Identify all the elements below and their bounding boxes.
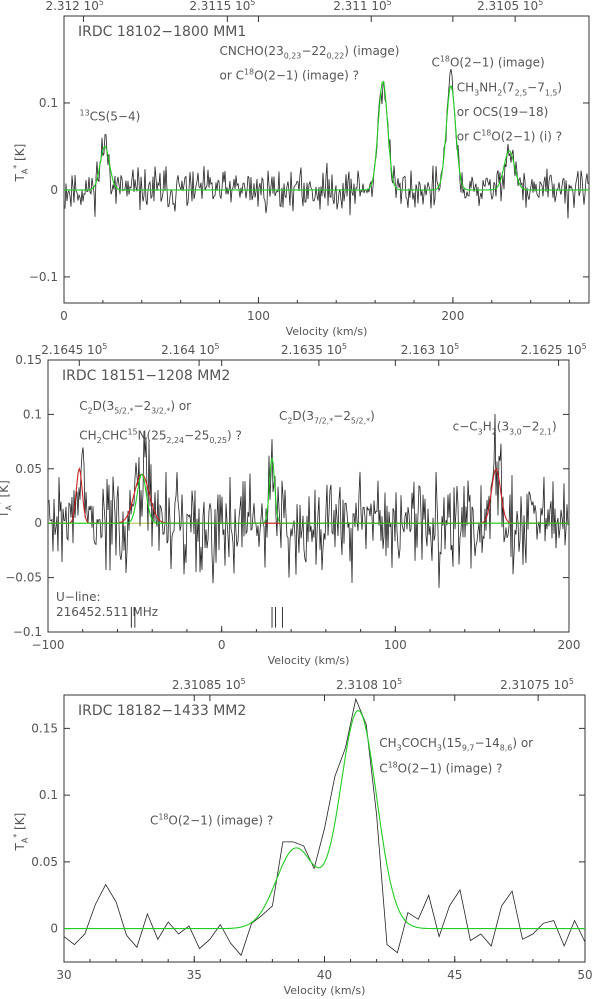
y-tick-label: 0 — [50, 183, 58, 197]
y-tick-label: 0.1 — [39, 788, 58, 802]
line-annotation: 13CS(5−4) — [80, 108, 141, 123]
line-annotation: C2D(37/2,*−25/2,*) — [279, 409, 375, 426]
spectrum-line — [63, 697, 586, 957]
x-tick-label: 40 — [317, 968, 332, 982]
line-annotation: CNCHO(230,23−220,22) (image) — [220, 44, 400, 61]
spectrum-line — [48, 413, 569, 588]
line-annotation: CH3COCH3(159,7−148,6) or — [379, 736, 533, 753]
y-tick-label: 0.05 — [15, 462, 42, 476]
y-tick-label: 0 — [50, 922, 58, 936]
line-annotation: or C18O(2−1) (image) ? — [220, 67, 359, 82]
line-annotation: CH2CHC15N(252,24−250,25) ? — [79, 427, 242, 445]
freq-tick-label: 2.3115 105 — [189, 0, 255, 13]
freq-tick-label: 2.312 105 — [45, 0, 103, 13]
freq-tick-label: 2.31085 105 — [172, 677, 246, 692]
line-annotation: C18O(2−1) (image) ? — [150, 812, 273, 827]
spectrum-line — [64, 68, 589, 219]
x-tick-label: 50 — [577, 968, 592, 982]
y-tick-label: −0.05 — [5, 571, 42, 585]
plot-frame — [47, 359, 570, 633]
x-axis-label: Velocity (km/s) — [284, 984, 366, 997]
u-line-label: U−line: — [56, 590, 101, 604]
y-tick-label: 0.1 — [23, 407, 42, 421]
freq-tick-label: 2.163 105 — [401, 342, 459, 357]
x-tick-label: 30 — [56, 968, 71, 982]
line-annotation: or OCS(19−18) — [457, 105, 549, 119]
spectrum-panel-3: 30 35 40 45 50 0 0.05 0.1 0.15 2.31085 105 2.3108 … — [12, 677, 593, 997]
panel-title: IRDC 18151−1208 MM2 — [62, 368, 230, 384]
freq-tick-label: 2.1635 105 — [281, 342, 347, 357]
x-tick-label: −100 — [32, 638, 65, 652]
panel-title: IRDC 18182−1433 MM2 — [78, 703, 246, 719]
y-tick-label: 0 — [34, 516, 42, 530]
spectrum-panel-1: 0 100 200 −0.1 0 0.1 2.312 105 2.3115 105 2.311 … — [12, 0, 590, 338]
y-tick-label: 0.1 — [39, 96, 58, 110]
fit-line — [64, 80, 589, 191]
x-tick-label: 100 — [247, 309, 270, 323]
line-annotation: C18O(2−1) (image) — [432, 54, 545, 69]
u-line-frequency: 216452.511 MHz — [56, 605, 158, 619]
x-tick-label: 0 — [60, 309, 68, 323]
x-tick-label: 100 — [384, 638, 407, 652]
y-tick-label: 0.15 — [31, 721, 58, 735]
line-annotation: CH3NH2(72,5−71,5) — [457, 81, 562, 98]
x-tick-label: 35 — [187, 968, 202, 982]
line-annotation: c−C3H2(33,0−22,1) — [453, 420, 557, 437]
x-tick-label: 0 — [218, 638, 226, 652]
x-tick-label: 200 — [558, 638, 581, 652]
x-axis-label: Velocity (km/s) — [268, 654, 350, 667]
x-tick-label: 200 — [441, 309, 464, 323]
freq-tick-label: 2.1645 105 — [41, 342, 107, 357]
y-tick-label: −0.1 — [13, 625, 42, 639]
y-tick-label: 0.15 — [15, 353, 42, 367]
y-axis-label: TA* [K] — [12, 813, 30, 852]
fit-line — [64, 710, 585, 930]
y-axis-label: TA* [K] — [0, 480, 14, 519]
freq-tick-label: 2.3105 105 — [477, 0, 543, 13]
x-tick-label: 45 — [447, 968, 462, 982]
panel-title: IRDC 18102−1800 MM1 — [78, 24, 246, 40]
freq-tick-label: 2.3108 105 — [336, 677, 402, 692]
line-annotation: or C18O(2−1) (i) ? — [457, 128, 562, 143]
y-tick-label: 0.05 — [31, 855, 58, 869]
freq-tick-label: 2.164 105 — [161, 342, 219, 357]
spectrum-panel-2: −100 0 100 200 −0.1 −0.05 0 0.05 0.1 0.152.1645 1… — [0, 342, 587, 667]
freq-tick-label: 2.1625 105 — [521, 342, 587, 357]
freq-tick-label: 2.311 105 — [333, 0, 391, 13]
x-axis-label: Velocity (km/s) — [286, 325, 368, 338]
y-axis-label: TA* [K] — [12, 144, 30, 183]
fit-line — [48, 457, 569, 524]
line-annotation: C18O(2−1) (image) ? — [379, 760, 502, 775]
y-tick-label: −0.1 — [29, 270, 58, 284]
freq-tick-label: 2.31075 105 — [500, 677, 574, 692]
line-annotation: C2D(35/2,*−23/2,*) or — [79, 399, 191, 416]
plot-frame — [63, 15, 590, 304]
